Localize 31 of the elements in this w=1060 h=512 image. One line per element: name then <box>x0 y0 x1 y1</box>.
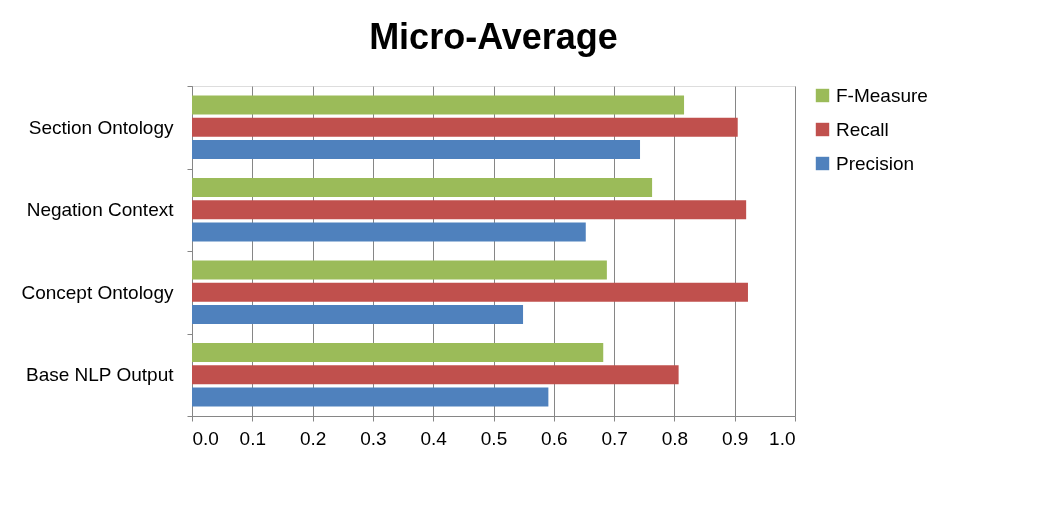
x-tick-label: 0.2 <box>299 427 327 449</box>
y-tick-label: Concept Ontology <box>21 281 174 303</box>
bar <box>192 365 679 385</box>
bar <box>192 260 607 280</box>
x-tick-label: 1.0 <box>769 427 796 449</box>
legend-label: Precision <box>836 152 915 174</box>
legend-label: F-Measure <box>836 84 928 106</box>
x-tick-label: 0.6 <box>541 427 568 449</box>
bar <box>192 177 653 197</box>
bar <box>192 222 586 242</box>
x-tick-label: 0.1 <box>239 427 267 449</box>
x-tick-label: 0.5 <box>480 427 508 449</box>
y-tick-label: Base NLP Output <box>25 364 175 386</box>
x-tick-label: 0.7 <box>601 427 628 449</box>
y-tick-label: Negation Context <box>26 199 175 221</box>
bar <box>192 140 641 160</box>
x-tick-label: 0.0 <box>192 427 219 449</box>
bar <box>192 95 685 115</box>
y-tick-label: Section Ontology <box>28 116 174 138</box>
bar <box>192 305 524 325</box>
bar <box>192 387 549 407</box>
chart-title: Micro-Average <box>369 16 618 57</box>
x-tick-label: 0.4 <box>420 427 448 449</box>
x-tick-label: 0.8 <box>661 427 689 449</box>
bar <box>192 282 748 302</box>
bar <box>192 200 747 220</box>
x-tick-label: 0.3 <box>360 427 387 449</box>
bar <box>192 342 604 362</box>
bar <box>192 117 738 137</box>
x-tick-label: 0.9 <box>721 427 749 449</box>
legend-label: Recall <box>836 118 889 140</box>
